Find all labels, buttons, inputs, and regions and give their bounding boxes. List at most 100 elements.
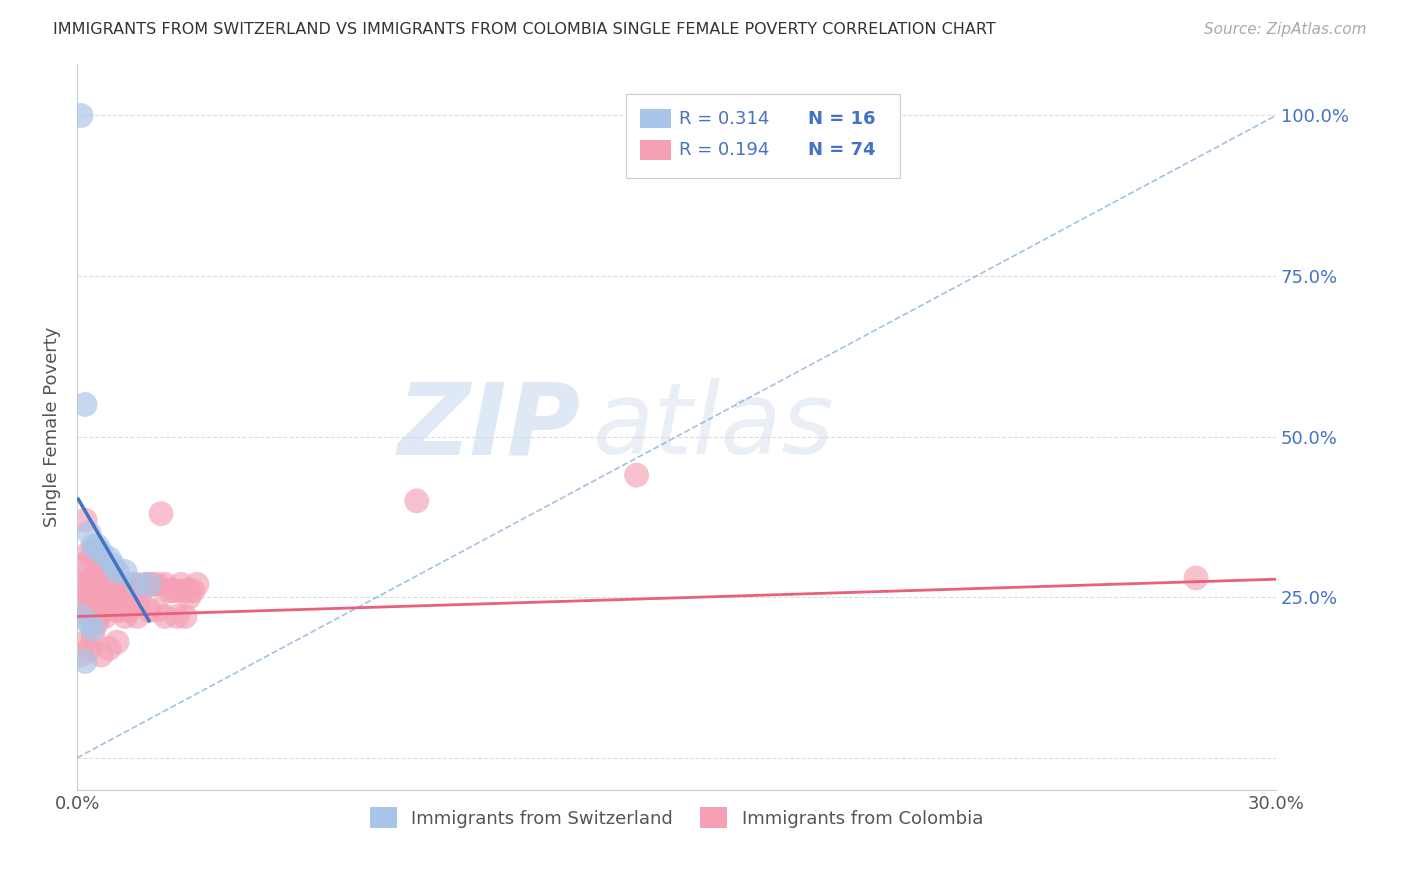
Point — [114, 597, 136, 611]
Point — [105, 565, 128, 579]
Point — [75, 558, 97, 573]
Point — [86, 539, 108, 553]
Point — [114, 609, 136, 624]
Point — [138, 603, 160, 617]
Point — [75, 635, 97, 649]
Point — [86, 558, 108, 573]
Point — [186, 577, 208, 591]
Point — [105, 603, 128, 617]
Point — [153, 609, 176, 624]
Point — [70, 108, 93, 122]
Point — [110, 603, 132, 617]
Point — [118, 603, 141, 617]
Point — [94, 609, 117, 624]
Point — [101, 558, 124, 573]
Point — [166, 583, 188, 598]
Point — [101, 591, 124, 605]
Point — [405, 493, 427, 508]
Point — [94, 583, 117, 598]
Point — [82, 629, 104, 643]
Point — [150, 507, 173, 521]
Point — [75, 397, 97, 411]
Point — [98, 551, 121, 566]
Point — [77, 609, 100, 624]
Point — [86, 615, 108, 630]
Point — [142, 577, 165, 591]
Point — [82, 571, 104, 585]
Point — [129, 583, 152, 598]
Point — [174, 609, 197, 624]
Point — [90, 558, 112, 573]
Point — [82, 591, 104, 605]
Y-axis label: Single Female Poverty: Single Female Poverty — [44, 326, 60, 527]
Point — [101, 571, 124, 585]
Point — [77, 545, 100, 559]
Point — [98, 591, 121, 605]
Point — [114, 565, 136, 579]
Point — [177, 591, 200, 605]
Text: N = 74: N = 74 — [808, 141, 876, 159]
Point — [86, 609, 108, 624]
Point — [125, 609, 148, 624]
Point — [1185, 571, 1208, 585]
Text: R = 0.314: R = 0.314 — [679, 110, 769, 128]
Text: IMMIGRANTS FROM SWITZERLAND VS IMMIGRANTS FROM COLOMBIA SINGLE FEMALE POVERTY CO: IMMIGRANTS FROM SWITZERLAND VS IMMIGRANT… — [53, 22, 997, 37]
Point — [70, 609, 93, 624]
Point — [82, 545, 104, 559]
Point — [82, 539, 104, 553]
Point — [177, 583, 200, 598]
Point — [134, 577, 156, 591]
Point — [75, 655, 97, 669]
Point — [77, 641, 100, 656]
Text: R = 0.194: R = 0.194 — [679, 141, 769, 159]
Point — [86, 591, 108, 605]
Point — [105, 597, 128, 611]
Point — [146, 603, 169, 617]
Text: N = 16: N = 16 — [808, 110, 876, 128]
Point — [110, 583, 132, 598]
Point — [105, 635, 128, 649]
Point — [118, 583, 141, 598]
Point — [75, 513, 97, 527]
Point — [105, 577, 128, 591]
Text: Source: ZipAtlas.com: Source: ZipAtlas.com — [1204, 22, 1367, 37]
Point — [75, 597, 97, 611]
Point — [162, 583, 184, 598]
Point — [70, 583, 93, 598]
Point — [98, 641, 121, 656]
Point — [77, 526, 100, 541]
Point — [125, 577, 148, 591]
Legend: Immigrants from Switzerland, Immigrants from Colombia: Immigrants from Switzerland, Immigrants … — [363, 800, 990, 835]
Point — [75, 577, 97, 591]
Point — [77, 577, 100, 591]
Point — [82, 623, 104, 637]
Point — [70, 558, 93, 573]
Text: ZIP: ZIP — [398, 378, 581, 475]
Point — [166, 609, 188, 624]
Point — [90, 597, 112, 611]
Point — [77, 615, 100, 630]
Point — [174, 583, 197, 598]
Point — [70, 597, 93, 611]
Point — [122, 577, 145, 591]
Point — [90, 648, 112, 662]
Point — [626, 468, 648, 483]
Point — [86, 577, 108, 591]
Point — [153, 577, 176, 591]
Point — [90, 545, 112, 559]
Point — [94, 558, 117, 573]
Point — [138, 577, 160, 591]
Point — [90, 583, 112, 598]
Point — [98, 571, 121, 585]
Point — [94, 603, 117, 617]
Point — [77, 591, 100, 605]
Point — [181, 583, 204, 598]
Point — [146, 577, 169, 591]
Point — [125, 583, 148, 598]
Point — [170, 577, 193, 591]
Point — [138, 577, 160, 591]
Point — [157, 583, 180, 598]
Point — [70, 648, 93, 662]
Point — [114, 583, 136, 598]
Text: atlas: atlas — [592, 378, 834, 475]
